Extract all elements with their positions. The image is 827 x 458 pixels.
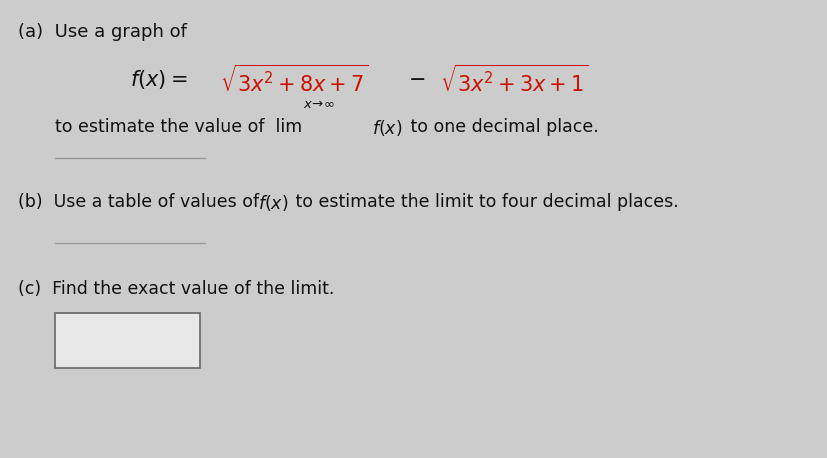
Text: (c)  Find the exact value of the limit.: (c) Find the exact value of the limit. <box>18 280 334 298</box>
Text: (a)  Use a graph of: (a) Use a graph of <box>18 23 187 41</box>
Text: to estimate the value of  lim: to estimate the value of lim <box>55 118 313 136</box>
Text: $\sqrt{3x^2+8x+7}$: $\sqrt{3x^2+8x+7}$ <box>220 65 368 97</box>
Text: $-$: $-$ <box>408 68 425 88</box>
Text: $f(x) =$: $f(x) =$ <box>130 68 188 91</box>
Text: (b)  Use a table of values of: (b) Use a table of values of <box>18 193 265 211</box>
Text: $f(x)$: $f(x)$ <box>372 118 403 138</box>
Bar <box>55 313 200 368</box>
Text: $x\!\rightarrow\!\infty$: $x\!\rightarrow\!\infty$ <box>303 98 335 111</box>
Text: $f(x)$: $f(x)$ <box>258 193 289 213</box>
Text: $\sqrt{3x^2+3x+1}$: $\sqrt{3x^2+3x+1}$ <box>440 65 588 97</box>
Text: to estimate the limit to four decimal places.: to estimate the limit to four decimal pl… <box>290 193 679 211</box>
Text: to one decimal place.: to one decimal place. <box>405 118 599 136</box>
